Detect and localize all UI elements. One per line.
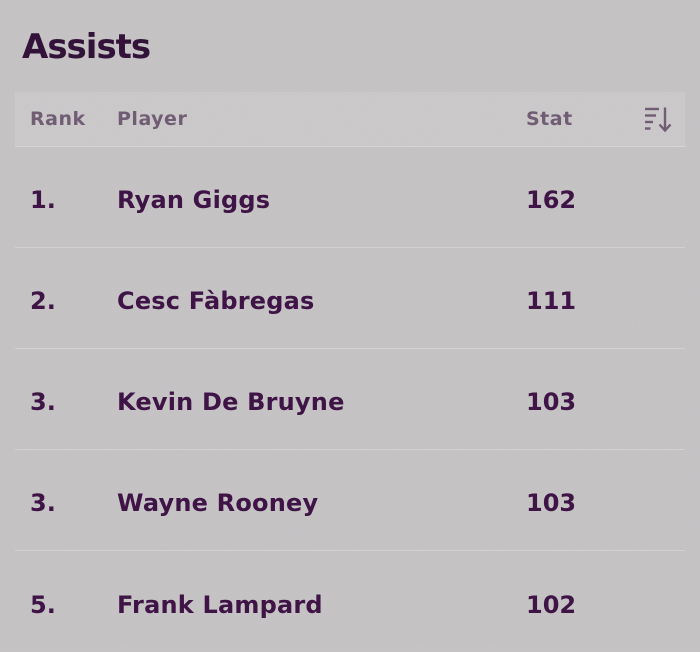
- row-stat: 103: [526, 388, 577, 416]
- table-row[interactable]: 5. Frank Lampard 102: [15, 551, 685, 652]
- table-row[interactable]: 3. Wayne Rooney 103: [15, 450, 685, 551]
- sort-button[interactable]: [642, 104, 673, 135]
- row-rank: 1.: [30, 186, 56, 214]
- row-player: Cesc Fàbregas: [117, 287, 315, 315]
- row-player: Kevin De Bruyne: [117, 388, 345, 416]
- row-rank: 3.: [30, 489, 56, 517]
- row-rank: 2.: [30, 287, 56, 315]
- row-rank: 3.: [30, 388, 56, 416]
- header-stat: Stat: [526, 108, 573, 130]
- row-stat: 111: [526, 287, 577, 315]
- row-stat: 103: [526, 489, 577, 517]
- table-row[interactable]: 1. Ryan Giggs 162: [15, 147, 685, 248]
- row-rank: 5.: [30, 590, 56, 619]
- stats-table: Rank Player Stat: [15, 92, 685, 652]
- row-player: Wayne Rooney: [117, 489, 319, 517]
- page-title: Assists: [22, 27, 151, 67]
- table-row[interactable]: 2. Cesc Fàbregas 111: [15, 248, 685, 349]
- sort-descending-icon: [643, 105, 672, 134]
- header-player: Player: [117, 108, 188, 130]
- row-player: Ryan Giggs: [117, 186, 271, 214]
- table-row[interactable]: 3. Kevin De Bruyne 103: [15, 349, 685, 450]
- row-stat: 102: [526, 590, 577, 619]
- row-player: Frank Lampard: [117, 590, 323, 619]
- header-rank: Rank: [30, 108, 86, 130]
- sort-control: [642, 104, 673, 135]
- row-stat: 162: [526, 186, 577, 214]
- table-header-row: Rank Player Stat: [15, 92, 685, 147]
